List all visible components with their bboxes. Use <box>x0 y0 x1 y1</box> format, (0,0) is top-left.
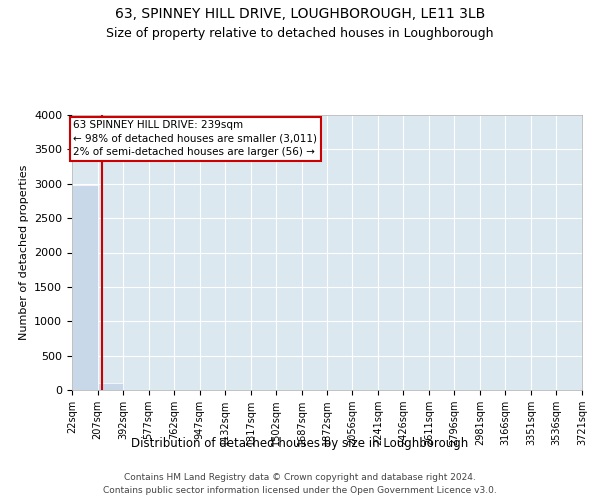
Text: 63, SPINNEY HILL DRIVE, LOUGHBOROUGH, LE11 3LB: 63, SPINNEY HILL DRIVE, LOUGHBOROUGH, LE… <box>115 8 485 22</box>
Text: 63 SPINNEY HILL DRIVE: 239sqm
← 98% of detached houses are smaller (3,011)
2% of: 63 SPINNEY HILL DRIVE: 239sqm ← 98% of d… <box>73 120 317 157</box>
Text: Distribution of detached houses by size in Loughborough: Distribution of detached houses by size … <box>131 438 469 450</box>
Text: Contains HM Land Registry data © Crown copyright and database right 2024.: Contains HM Land Registry data © Crown c… <box>124 472 476 482</box>
Text: Contains public sector information licensed under the Open Government Licence v3: Contains public sector information licen… <box>103 486 497 495</box>
Bar <box>72 185 98 390</box>
Text: Size of property relative to detached houses in Loughborough: Size of property relative to detached ho… <box>106 28 494 40</box>
Y-axis label: Number of detached properties: Number of detached properties <box>19 165 29 340</box>
Bar <box>98 383 123 390</box>
